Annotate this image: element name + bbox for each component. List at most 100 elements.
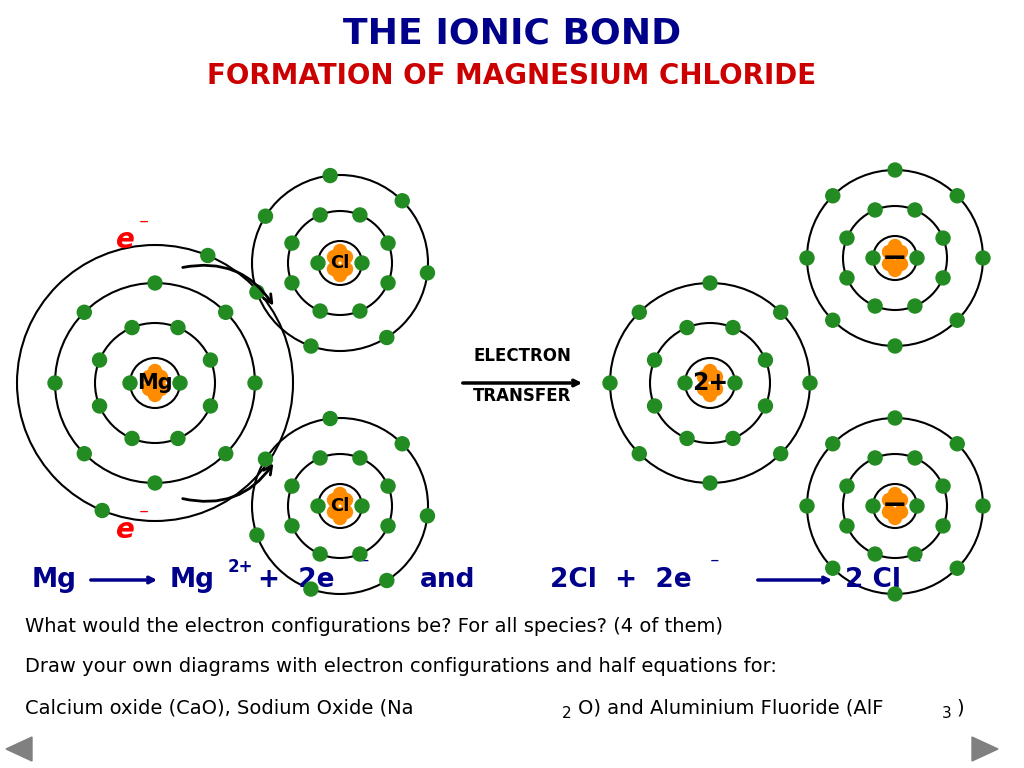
Circle shape <box>285 479 299 493</box>
Circle shape <box>355 499 369 513</box>
Circle shape <box>171 320 185 335</box>
Circle shape <box>285 276 299 290</box>
Circle shape <box>936 519 950 533</box>
Circle shape <box>95 504 110 518</box>
Circle shape <box>353 208 367 222</box>
Text: 2 Cl: 2 Cl <box>845 567 901 593</box>
Circle shape <box>148 389 162 402</box>
Text: TRANSFER: TRANSFER <box>473 387 571 405</box>
Circle shape <box>123 376 137 390</box>
Circle shape <box>803 376 817 390</box>
Circle shape <box>950 561 965 575</box>
Circle shape <box>171 432 185 445</box>
Circle shape <box>825 189 840 203</box>
Circle shape <box>908 203 922 217</box>
Circle shape <box>421 509 434 523</box>
Circle shape <box>201 249 215 263</box>
Circle shape <box>710 370 723 383</box>
Text: Mg: Mg <box>170 567 215 593</box>
Circle shape <box>889 511 901 525</box>
Circle shape <box>328 263 341 276</box>
Circle shape <box>868 451 882 465</box>
Circle shape <box>840 519 854 533</box>
Circle shape <box>381 276 395 290</box>
Text: ELECTRON: ELECTRON <box>473 347 571 365</box>
Circle shape <box>395 437 410 451</box>
Circle shape <box>353 304 367 318</box>
Circle shape <box>888 339 902 353</box>
Circle shape <box>313 451 327 465</box>
Text: −: − <box>883 243 907 273</box>
Circle shape <box>888 163 902 177</box>
Circle shape <box>324 168 337 183</box>
Circle shape <box>840 231 854 245</box>
Circle shape <box>800 499 814 513</box>
Circle shape <box>800 251 814 265</box>
Circle shape <box>950 437 965 451</box>
Circle shape <box>148 365 162 378</box>
Circle shape <box>647 353 662 367</box>
Circle shape <box>908 547 922 561</box>
Text: 2: 2 <box>562 707 571 721</box>
Circle shape <box>311 499 325 513</box>
Circle shape <box>774 306 787 319</box>
Circle shape <box>395 194 410 208</box>
Circle shape <box>142 370 156 383</box>
Text: ⁻: ⁻ <box>139 505 150 525</box>
Circle shape <box>334 244 346 257</box>
Circle shape <box>285 519 299 533</box>
Circle shape <box>697 382 711 396</box>
Circle shape <box>632 447 646 461</box>
Circle shape <box>774 447 787 461</box>
Text: e: e <box>116 516 134 544</box>
Text: ): ) <box>956 699 964 717</box>
Circle shape <box>48 376 62 390</box>
Circle shape <box>125 432 139 445</box>
Text: 2Cl  +  2e: 2Cl + 2e <box>550 567 691 593</box>
Text: 3: 3 <box>942 707 951 721</box>
Circle shape <box>825 313 840 327</box>
Text: ⁻: ⁻ <box>360 556 370 574</box>
Circle shape <box>313 304 327 318</box>
Polygon shape <box>6 737 32 761</box>
Circle shape <box>976 251 990 265</box>
Circle shape <box>155 382 168 396</box>
Circle shape <box>313 547 327 561</box>
Text: −: − <box>883 492 907 521</box>
Circle shape <box>340 494 352 507</box>
Circle shape <box>889 263 901 276</box>
Circle shape <box>304 339 317 353</box>
Circle shape <box>155 370 168 383</box>
Circle shape <box>950 189 965 203</box>
Circle shape <box>936 231 950 245</box>
Circle shape <box>840 271 854 285</box>
Text: 2+: 2+ <box>692 371 728 395</box>
Text: FORMATION OF MAGNESIUM CHLORIDE: FORMATION OF MAGNESIUM CHLORIDE <box>208 62 816 90</box>
Circle shape <box>334 269 346 282</box>
Circle shape <box>840 479 854 493</box>
Circle shape <box>889 240 901 253</box>
Text: What would the electron configurations be? For all species? (4 of them): What would the electron configurations b… <box>25 617 723 635</box>
Circle shape <box>680 432 694 445</box>
Text: Calcium oxide (CaO), Sodium Oxide (Na: Calcium oxide (CaO), Sodium Oxide (Na <box>25 699 414 717</box>
Circle shape <box>340 263 352 276</box>
Circle shape <box>92 399 106 413</box>
Text: Draw your own diagrams with electron configurations and half equations for:: Draw your own diagrams with electron con… <box>25 657 777 676</box>
Circle shape <box>895 246 907 259</box>
Circle shape <box>868 299 882 313</box>
Circle shape <box>759 399 772 413</box>
Circle shape <box>868 547 882 561</box>
Circle shape <box>726 432 740 445</box>
Circle shape <box>258 452 272 466</box>
Circle shape <box>285 236 299 250</box>
Circle shape <box>680 320 694 335</box>
Circle shape <box>936 271 950 285</box>
Circle shape <box>148 476 162 490</box>
Circle shape <box>258 209 272 223</box>
Circle shape <box>219 306 232 319</box>
Circle shape <box>204 399 217 413</box>
Text: Mg: Mg <box>137 373 173 393</box>
Circle shape <box>380 330 394 345</box>
Circle shape <box>895 505 907 518</box>
Circle shape <box>647 399 662 413</box>
